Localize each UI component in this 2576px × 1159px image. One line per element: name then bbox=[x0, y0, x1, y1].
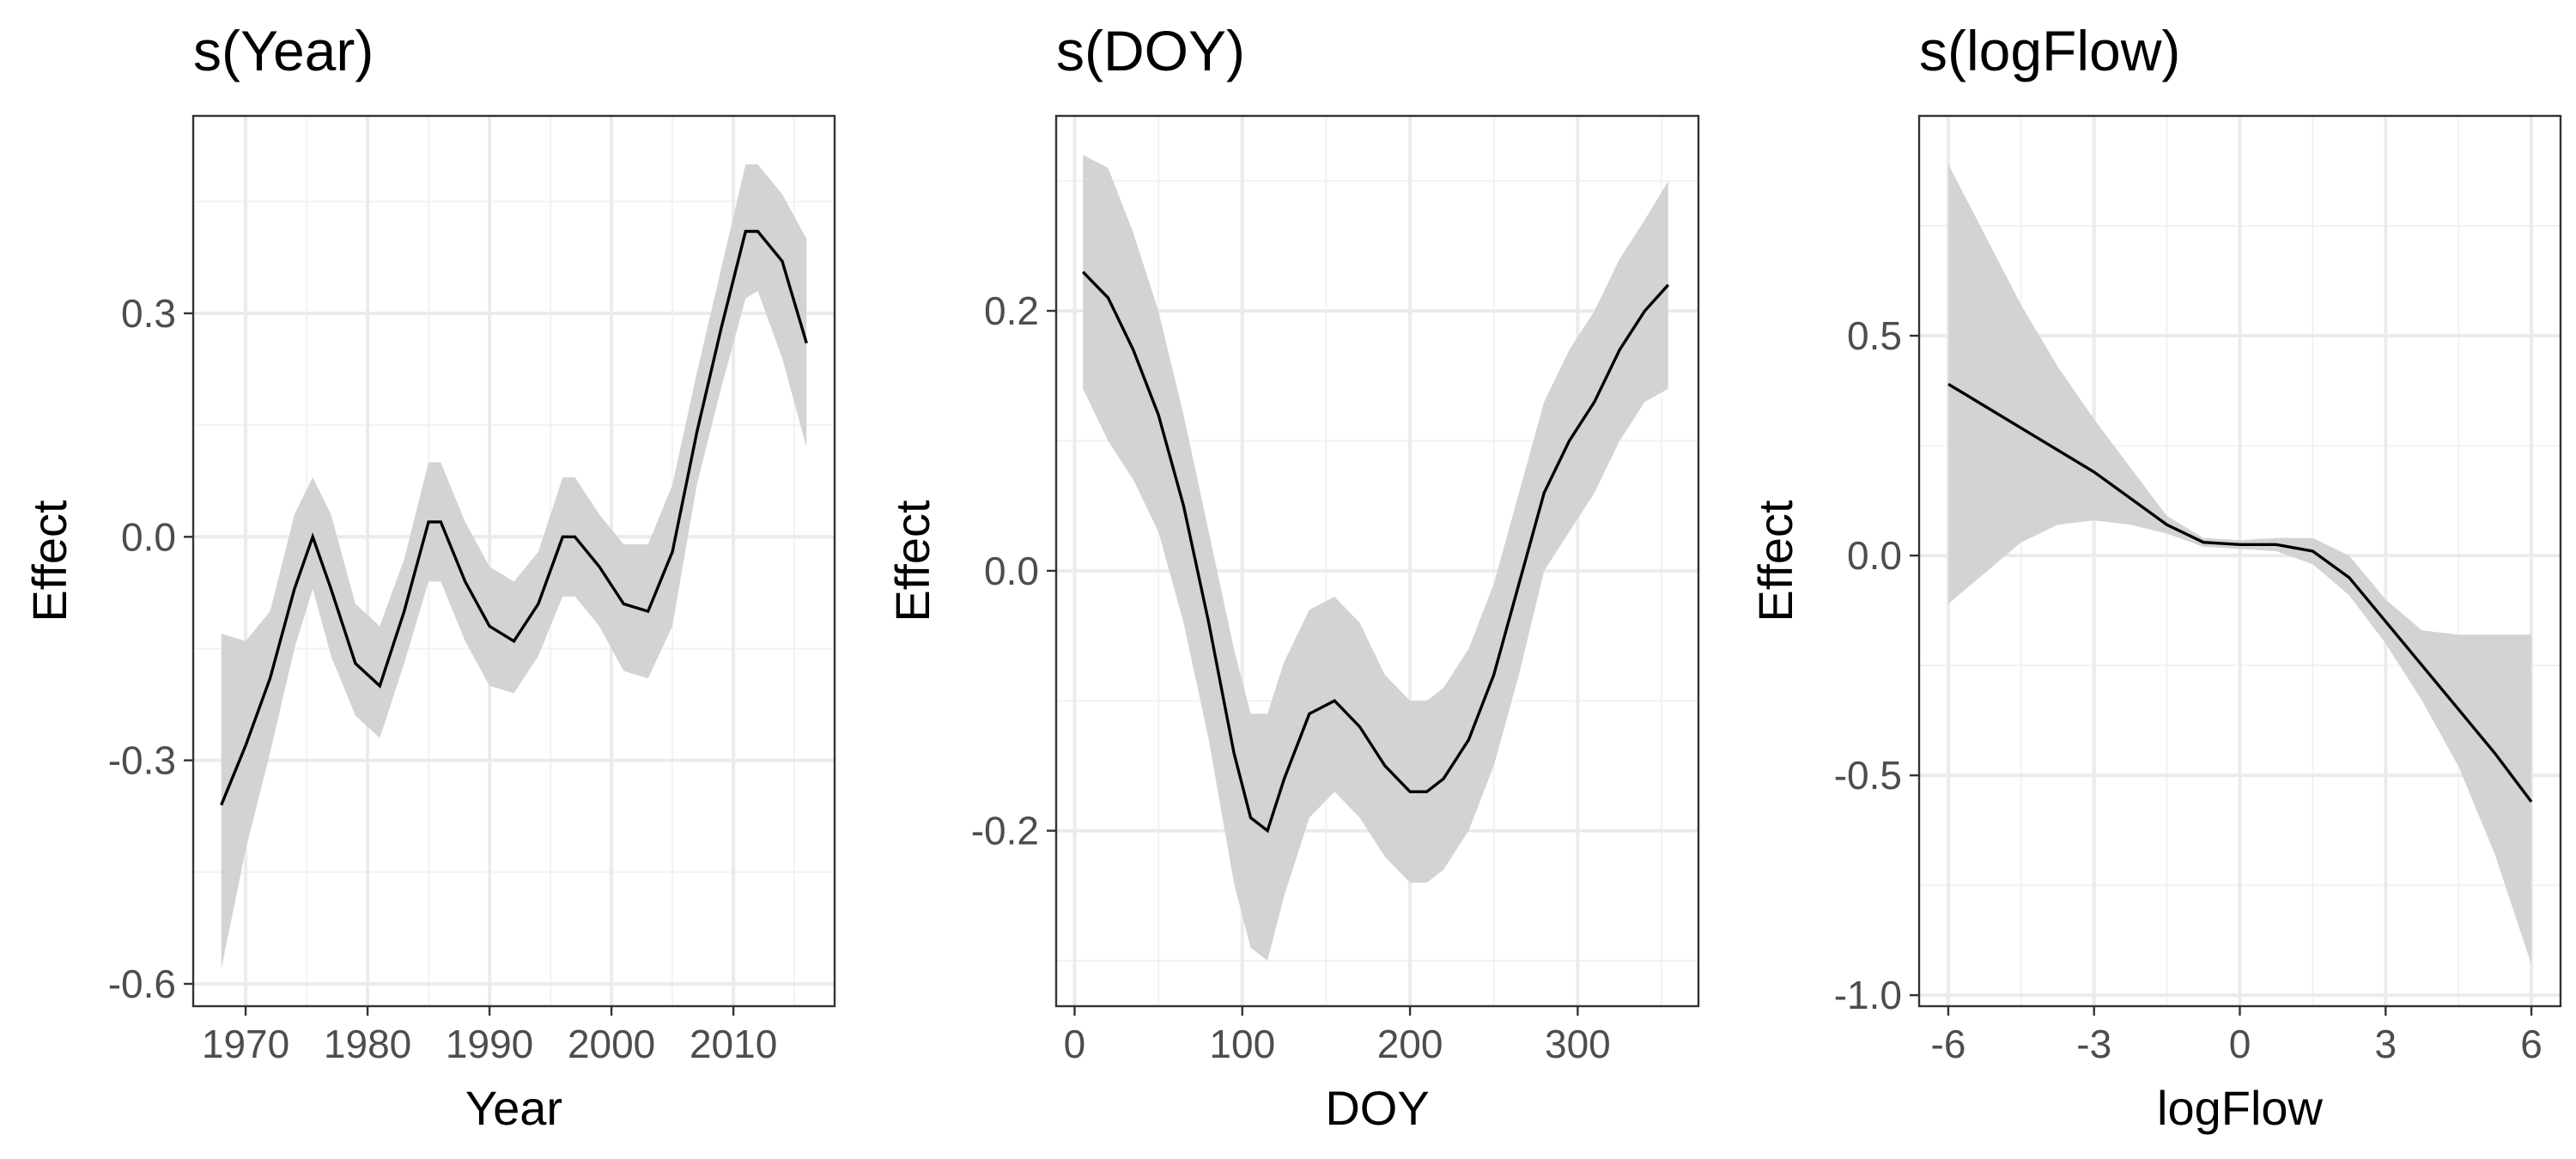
y-tick-label: -0.6 bbox=[108, 962, 176, 1006]
y-tick-label: 0.3 bbox=[121, 291, 176, 336]
y-axis-title: Effect bbox=[22, 500, 76, 622]
y-tick-label: 0.2 bbox=[984, 288, 1039, 333]
y-tick-label: 0.0 bbox=[121, 514, 176, 559]
y-axis-title: Effect bbox=[1748, 500, 1802, 622]
x-tick-label: 6 bbox=[2520, 1022, 2543, 1066]
y-tick-label: 0.0 bbox=[984, 549, 1039, 593]
panel-border bbox=[191, 114, 836, 1008]
panel-1: 1970 1980 1990 2000 2010 -0.6 -0.3 0.0 0.3 s(Year… bbox=[22, 19, 836, 1135]
effect-line bbox=[1947, 382, 2533, 803]
y-axis-title: Effect bbox=[885, 500, 939, 622]
panel-border bbox=[1054, 114, 1700, 1008]
x-axis-title: DOY bbox=[1325, 1081, 1429, 1135]
x-tick-label: 1970 bbox=[202, 1022, 289, 1066]
confidence-band bbox=[221, 164, 807, 969]
x-tick-label: -3 bbox=[2076, 1022, 2111, 1066]
x-tick-label: 2000 bbox=[568, 1022, 655, 1066]
x-tick-label: 2010 bbox=[690, 1022, 777, 1066]
effect-line bbox=[1081, 270, 1670, 834]
x-tick-label: 200 bbox=[1377, 1022, 1443, 1066]
panel-title: s(DOY) bbox=[1056, 19, 1245, 82]
panel-title: s(Year) bbox=[193, 19, 374, 82]
y-tick-label: -0.2 bbox=[971, 809, 1039, 853]
y-tick-label: -0.5 bbox=[1834, 753, 1902, 798]
y-tick-label: -0.3 bbox=[108, 738, 176, 783]
x-tick-label: 1980 bbox=[324, 1022, 411, 1066]
x-tick-label: 3 bbox=[2374, 1022, 2397, 1066]
x-tick-label: 300 bbox=[1545, 1022, 1611, 1066]
panel-2: 0 100 200 300 -0.2 0.0 0.2 s(DOY) DOY Effect bbox=[885, 19, 1700, 1135]
x-axis-title: logFlow bbox=[2157, 1081, 2324, 1135]
x-tick-label: 0 bbox=[1064, 1022, 1086, 1066]
x-tick-label: 100 bbox=[1209, 1022, 1275, 1066]
confidence-band bbox=[1083, 155, 1668, 961]
y-tick-label: -1.0 bbox=[1834, 973, 1902, 1017]
panel-3: -6 -3 0 3 6 -1.0 -0.5 0.0 0.5 s(logFlow) logFlow Ef… bbox=[1748, 19, 2562, 1135]
y-tick-label: 0.0 bbox=[1847, 533, 1902, 578]
y-tick-label: 0.5 bbox=[1847, 313, 1902, 358]
effect-line bbox=[220, 229, 808, 806]
x-tick-label: -6 bbox=[1931, 1022, 1966, 1066]
x-axis-title: Year bbox=[465, 1081, 562, 1135]
x-tick-label: 0 bbox=[2229, 1022, 2251, 1066]
panel-title: s(logFlow) bbox=[1919, 19, 2180, 82]
x-tick-label: 1990 bbox=[446, 1022, 533, 1066]
